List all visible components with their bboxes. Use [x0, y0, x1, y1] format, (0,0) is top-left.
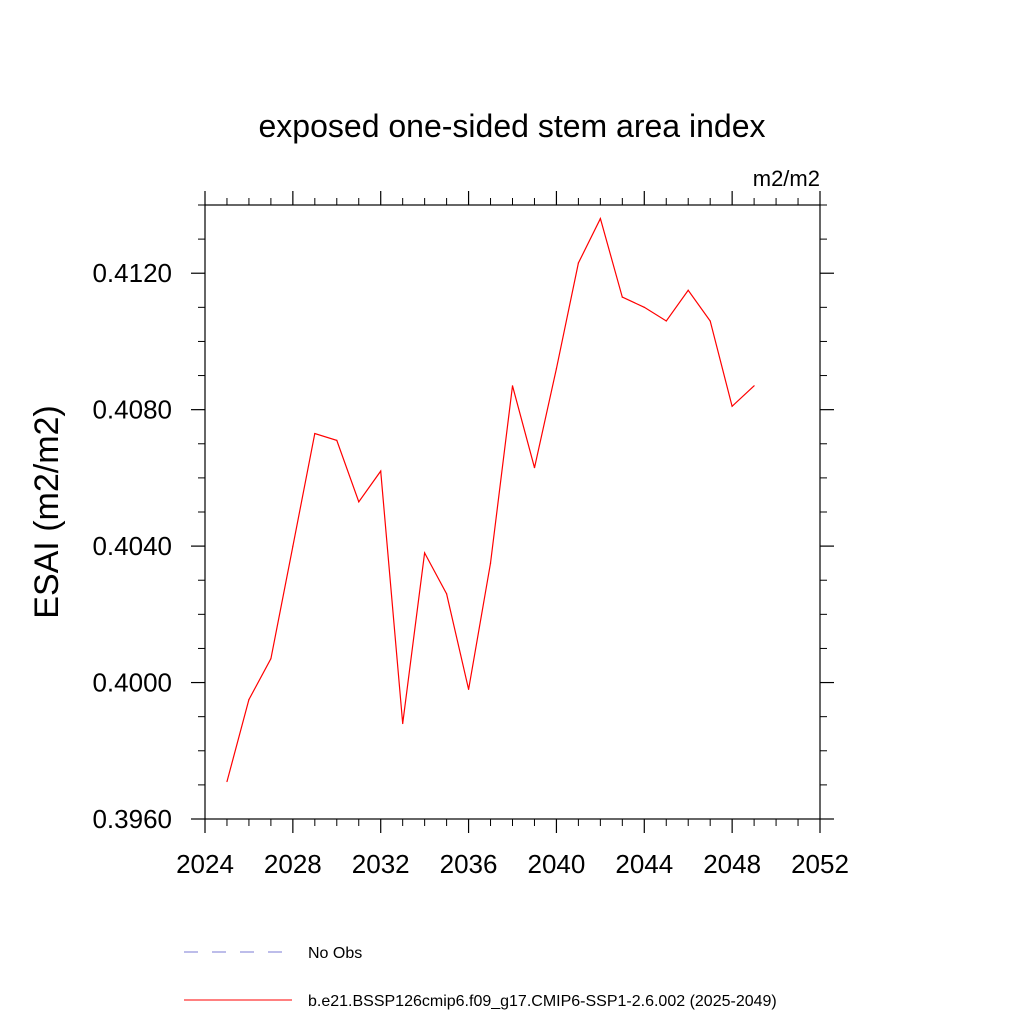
- legend-label: No Obs: [308, 945, 362, 962]
- data-point: [753, 385, 755, 387]
- x-tick-label: 2040: [528, 849, 586, 879]
- x-tick-label: 2044: [615, 849, 673, 879]
- x-tick-label: 2024: [176, 849, 234, 879]
- series-layer: [226, 216, 755, 783]
- data-point: [292, 545, 294, 547]
- data-point: [665, 320, 667, 322]
- x-tick-label: 2048: [703, 849, 761, 879]
- data-point: [731, 405, 733, 407]
- data-point: [533, 467, 536, 469]
- x-axis: 2024 2028 2032 2036 2040 2044 2048 2052: [176, 191, 849, 879]
- plot-frame: [204, 204, 821, 820]
- y-tick-label: 0.3960: [92, 804, 172, 834]
- data-point: [314, 432, 316, 435]
- y-axis-label: ESAI (m2/m2): [28, 405, 66, 618]
- y-tick-label: 0.4120: [92, 258, 172, 288]
- legend-label: b.e21.BSSP126cmip6.f09_g17.CMIP6-SSP1-2.…: [308, 993, 777, 1010]
- data-point: [489, 562, 492, 564]
- data-point: [511, 385, 514, 387]
- data-point: [446, 593, 448, 595]
- data-point: [599, 218, 601, 220]
- x-tick-label: 2052: [791, 849, 849, 879]
- units-label: m2/m2: [753, 166, 820, 191]
- data-point: [555, 368, 558, 370]
- x-tick-label: 2028: [264, 849, 322, 879]
- data-point: [358, 501, 360, 503]
- data-point: [687, 289, 689, 291]
- data-point: [577, 262, 579, 264]
- series-line: [226, 216, 755, 782]
- data-point: [248, 699, 250, 701]
- data-point: [336, 439, 338, 441]
- data-point: [226, 780, 228, 783]
- y-axis: 0.3960 0.4000 0.4040 0.4080 0.4120: [92, 204, 834, 834]
- y-tick-label: 0.4040: [92, 531, 172, 561]
- legend: No Obs b.e21.BSSP126cmip6.f09_g17.CMIP6-S…: [184, 945, 777, 1010]
- data-point: [643, 306, 645, 308]
- x-tick-label: 2036: [440, 849, 498, 879]
- data-point: [467, 688, 470, 690]
- y-tick-label: 0.4000: [92, 668, 172, 698]
- data-point: [402, 722, 404, 725]
- x-tick-label: 2032: [352, 849, 410, 879]
- data-point: [709, 320, 711, 322]
- data-point: [424, 552, 426, 554]
- data-point: [621, 296, 623, 298]
- data-point: [380, 470, 382, 472]
- chart-title: exposed one-sided stem area index: [259, 108, 766, 144]
- y-tick-label: 0.4080: [92, 395, 172, 425]
- data-point: [270, 658, 272, 660]
